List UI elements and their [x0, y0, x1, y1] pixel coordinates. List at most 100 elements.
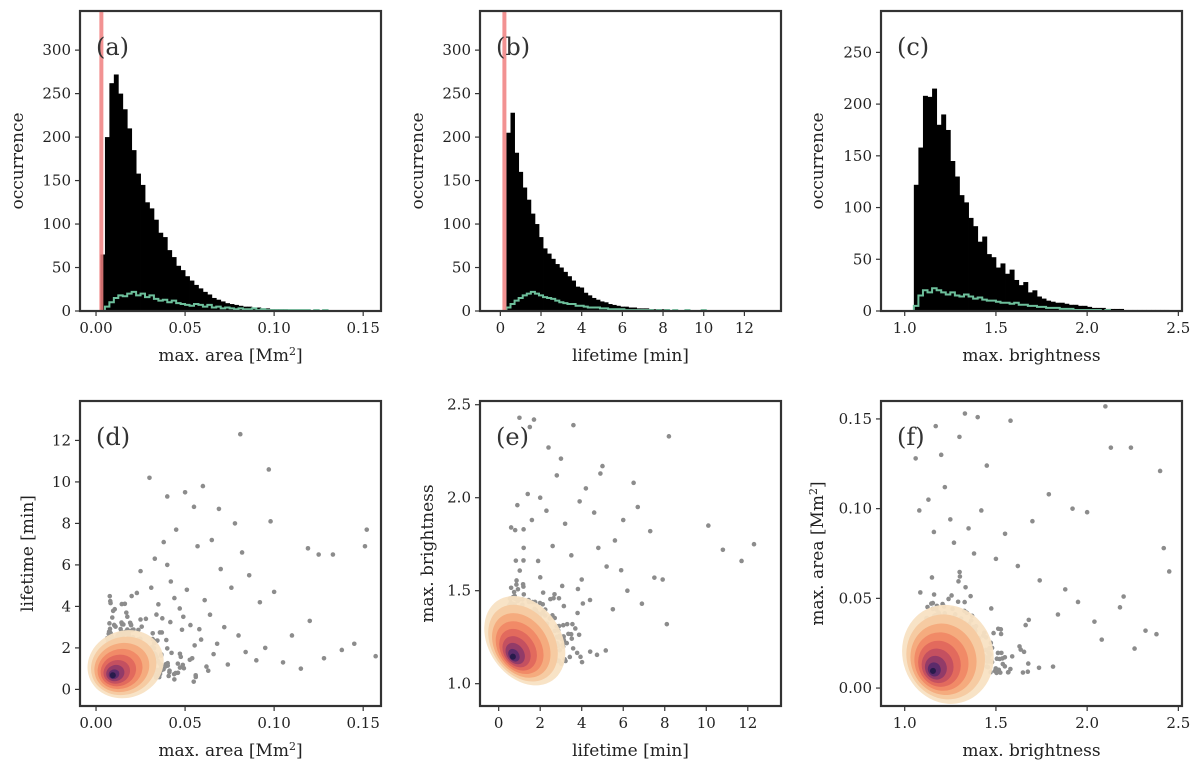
scatter-point: [214, 641, 220, 647]
y-tick-label: 0: [862, 302, 872, 320]
histogram-bar: [608, 304, 613, 311]
panel-a: 0.00 0.05 0.10 0.15 0 50 100 150 200 250 300 (a) max…: [8, 9, 383, 367]
x-tick-label: 0: [494, 714, 504, 732]
scatter-point: [139, 624, 145, 629]
panel-label: (e): [496, 423, 529, 451]
x-axis-label-text: lifetime [min]: [572, 346, 689, 366]
y-tick-label: 2: [61, 639, 71, 657]
histogram-bar: [595, 299, 601, 311]
y-axis-label: occurrence: [408, 112, 428, 209]
scatter-point: [591, 510, 597, 515]
scatter-point: [931, 592, 937, 597]
x-tick-label: 12: [738, 714, 757, 732]
histogram-bar: [1041, 298, 1047, 311]
histogram-bar: [575, 286, 581, 311]
scatter-point: [521, 558, 526, 563]
scatter-point: [1099, 637, 1105, 642]
scatter-point: [558, 456, 564, 461]
histogram-bar: [202, 291, 208, 311]
y-tick-label: 100: [843, 199, 872, 217]
scatter-point: [587, 597, 593, 603]
y-tick-label: 2.5: [447, 396, 471, 414]
scatter-point: [537, 600, 543, 606]
x-tick-label: 1.0: [893, 714, 917, 732]
y-tick-label: 250: [42, 85, 71, 103]
scatter-point: [1018, 647, 1023, 652]
scatter-point: [351, 641, 357, 647]
scatter-point: [225, 662, 231, 667]
scatter-point: [1025, 661, 1031, 666]
scatter-point: [933, 423, 939, 429]
scatter-point: [957, 574, 963, 579]
scatter-point: [751, 541, 757, 547]
scatter-point: [298, 666, 304, 671]
x-axis-label: max. area [Mm2]: [158, 345, 302, 367]
scatter-point: [594, 652, 600, 658]
scatter-point: [164, 637, 169, 643]
scatter-point: [154, 612, 159, 617]
histogram-bar: [530, 213, 536, 311]
x-tick-label: 0.15: [346, 714, 379, 732]
y-axis-label: occurrence: [808, 112, 828, 209]
histogram-bar: [113, 74, 119, 311]
scatter-point: [1026, 617, 1032, 623]
y-tick-label: 1.0: [447, 675, 471, 693]
x-tick-label: 10: [694, 319, 713, 337]
y-tick-label: 200: [843, 95, 872, 113]
axes-frame: [78, 399, 383, 708]
scatter-point: [917, 508, 922, 513]
scatter-point: [362, 543, 368, 549]
scatter-point: [635, 504, 641, 510]
x-tick-label: 2: [535, 714, 545, 732]
plot-area: [902, 404, 1172, 704]
histogram-bar: [1073, 304, 1079, 311]
scatter-point: [109, 615, 115, 620]
scatter-point: [218, 566, 224, 572]
scatter-point: [971, 551, 977, 556]
scatter-point: [164, 562, 170, 568]
histogram-bar: [514, 152, 520, 311]
scatter-point: [567, 654, 573, 660]
histogram-bar: [118, 93, 124, 311]
scatter-point: [166, 673, 171, 679]
scatter-point: [148, 585, 154, 591]
panel-label: (a): [96, 33, 129, 61]
scatter-point: [918, 590, 923, 595]
scatter-point: [307, 618, 313, 624]
scatter-point: [110, 608, 116, 614]
scatter-point: [963, 584, 968, 590]
scatter-point: [520, 581, 526, 587]
scatter-point: [339, 647, 345, 653]
histogram-bar: [922, 95, 928, 311]
scatter-point: [175, 670, 181, 676]
y-tick-label: 10: [52, 473, 71, 491]
scatter-point: [515, 502, 520, 508]
panel-c: 1.0 1.5 2.0 2.5 0 50 100 150 200 250 (c) max. brigh…: [808, 9, 1190, 366]
scatter-point: [610, 606, 616, 612]
scatter-point: [246, 572, 252, 578]
scatter-point: [512, 527, 518, 533]
scatter-point: [975, 414, 980, 420]
histogram-bar: [167, 250, 173, 311]
histogram-bar: [583, 292, 589, 311]
axes-frame: [478, 399, 783, 708]
y-tick-label: 50: [452, 259, 471, 277]
scatter-point: [525, 491, 531, 497]
scatter-point: [579, 659, 585, 665]
scatter-point: [576, 632, 582, 638]
histogram-bar: [968, 217, 974, 311]
x-axis-label-text: max. brightness: [962, 346, 1100, 366]
histogram-bar: [131, 150, 137, 311]
scatter-point: [979, 508, 984, 513]
scatter-point: [1070, 506, 1075, 511]
x-axis-label-text: max. area [Mm: [158, 346, 289, 366]
scatter-point: [552, 592, 557, 597]
scatter-point: [652, 575, 657, 580]
plot-area: [484, 415, 757, 686]
scatter-point: [221, 624, 227, 630]
scatter-point: [925, 604, 930, 610]
scatter-point: [172, 677, 177, 682]
histogram-bar: [510, 112, 515, 311]
scatter-point: [540, 590, 546, 595]
scatter-point: [1008, 418, 1013, 424]
